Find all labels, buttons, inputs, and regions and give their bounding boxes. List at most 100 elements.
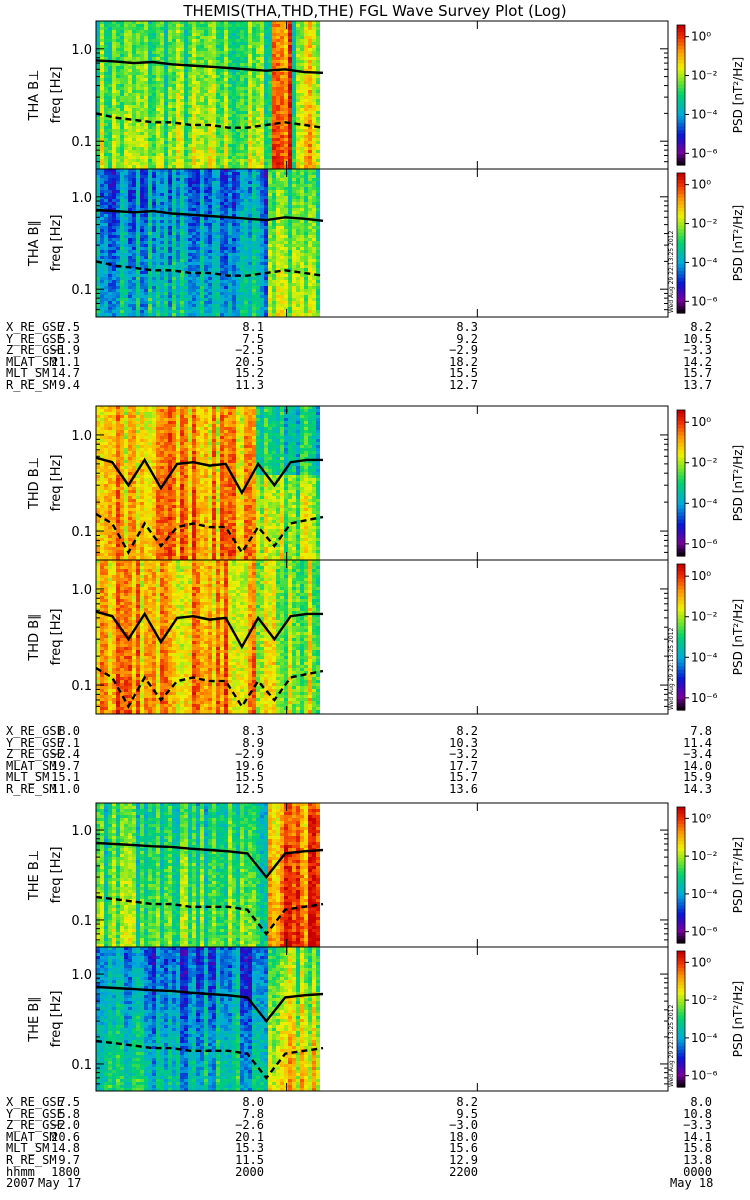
spectrogram-cell (220, 93, 224, 97)
spectrogram-cell (128, 54, 132, 58)
spectrogram-cell (140, 87, 144, 91)
spectrogram-cell (120, 21, 124, 25)
spectrogram-cell (148, 39, 152, 43)
spectrogram-cell (188, 223, 192, 227)
spectrogram-cell (208, 259, 212, 263)
spectrogram-cell (248, 48, 252, 52)
spectrogram-cell (172, 250, 176, 254)
spectrogram-cell (260, 298, 264, 302)
spectrogram-cell (244, 226, 248, 230)
spectrogram-cell (108, 150, 112, 154)
spectrogram-cell (96, 190, 100, 194)
spectrogram-cell (192, 304, 196, 308)
spectrogram-cell (200, 78, 204, 82)
spectrogram-cell (96, 57, 100, 61)
spectrogram-cell (240, 84, 244, 88)
spectrogram-cell (268, 265, 272, 269)
spectrogram-cell (160, 247, 164, 251)
spectrogram-cell (96, 93, 100, 97)
spectrogram-cell (164, 30, 168, 34)
spectrogram-cell (244, 187, 248, 191)
spectrogram-cell (144, 117, 148, 121)
spectrogram-cell (208, 72, 212, 76)
spectrogram-cell (124, 45, 128, 49)
spectrogram-cell (144, 169, 148, 173)
spectrogram-cell (272, 93, 276, 97)
spectrogram-cell (200, 295, 204, 299)
spectrogram-cell (284, 150, 288, 154)
spectrogram-cell (108, 214, 112, 218)
spectrogram-cell (156, 147, 160, 151)
spectrogram-cell (136, 229, 140, 233)
spectrogram-cell (152, 96, 156, 100)
spectrogram-cell (168, 48, 172, 52)
spectrogram-cell (212, 99, 216, 103)
spectrogram-cell (256, 220, 260, 224)
spectrogram-cell (128, 105, 132, 109)
spectrogram-cell (136, 57, 140, 61)
spectrogram-cell (240, 105, 244, 109)
spectrogram-cell (112, 81, 116, 85)
spectrogram-cell (256, 232, 260, 236)
spectrogram-cell (168, 33, 172, 37)
spectrogram-cell (300, 93, 304, 97)
spectrogram-cell (104, 84, 108, 88)
spectrogram-cell (244, 165, 248, 169)
spectrogram-cell (208, 120, 212, 124)
spectrogram-cell (216, 147, 220, 151)
spectrogram-cell (244, 307, 248, 311)
spectrogram-cell (196, 277, 200, 281)
spectrogram-cell (308, 84, 312, 88)
spectrogram-cell (252, 132, 256, 136)
spectrogram-cell (160, 129, 164, 133)
spectrogram-cell (176, 42, 180, 46)
spectrogram-cell (96, 274, 100, 278)
spectrogram-cell (156, 114, 160, 118)
spectrogram-cell (124, 21, 128, 25)
spectrogram-cell (192, 105, 196, 109)
spectrogram-cell (184, 304, 188, 308)
spectrogram-cell (160, 199, 164, 203)
spectrogram-cell (108, 250, 112, 254)
spectrogram-cell (152, 253, 156, 257)
spectrogram-cell (180, 220, 184, 224)
spectrogram-cell (104, 196, 108, 200)
spectrogram-cell (96, 238, 100, 242)
spectrogram-cell (152, 232, 156, 236)
spectrogram-cell (236, 120, 240, 124)
spectrogram-cell (148, 63, 152, 67)
spectrogram-cell (176, 21, 180, 25)
spectrogram-cell (208, 199, 212, 203)
spectrogram-cell (256, 301, 260, 305)
spectrogram-cell (208, 232, 212, 236)
spectrogram-cell (204, 57, 208, 61)
spectrogram-cell (168, 172, 172, 176)
spectrogram-cell (120, 247, 124, 251)
solid-overlay-line (95, 59, 324, 74)
spectrogram-cell (264, 205, 268, 209)
spectrogram-cell (244, 156, 248, 160)
spectrogram-cell (112, 259, 116, 263)
spectrogram-cell (108, 21, 112, 25)
spectrogram-cell (176, 220, 180, 224)
spectrogram-cell (212, 135, 216, 139)
spectrogram-cell (264, 114, 268, 118)
spectrogram-cell (188, 126, 192, 130)
spectrogram-cell (140, 205, 144, 209)
spectrogram-cell (240, 96, 244, 100)
spectrogram-cell (152, 226, 156, 230)
spectrogram-cell (100, 126, 104, 130)
spectrogram-cell (280, 150, 284, 154)
spectrogram-cell (160, 27, 164, 31)
spectrogram-cell (188, 205, 192, 209)
spectrogram-cell (100, 117, 104, 121)
spectrogram-cell (172, 87, 176, 91)
spectrogram-cell (96, 175, 100, 179)
spectrogram-cell (204, 30, 208, 34)
spectrogram-cell (264, 156, 268, 160)
spectrogram-cell (252, 190, 256, 194)
spectrogram-cell (188, 190, 192, 194)
spectrogram-cell (224, 271, 228, 275)
spectrogram-cell (296, 51, 300, 55)
spectrogram-cell (112, 199, 116, 203)
